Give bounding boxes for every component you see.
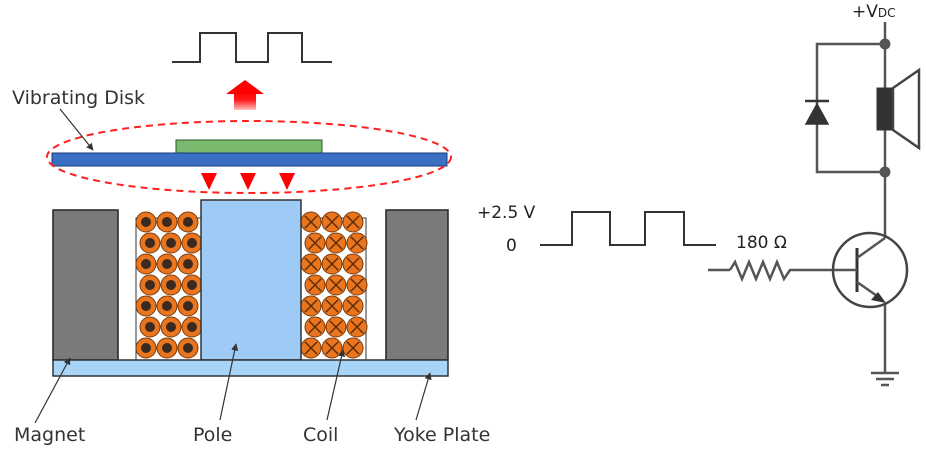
- coil-dot-symbol: [177, 295, 199, 317]
- sound-pulse-waveform: [172, 32, 332, 63]
- coil-dot-symbol: [156, 337, 178, 359]
- coil-cross-symbol: [346, 316, 368, 338]
- pole: [200, 199, 302, 361]
- supply-subscript: DC: [878, 6, 896, 20]
- coil-dot-symbol: [160, 274, 182, 296]
- coil-dot-symbol: [177, 253, 199, 275]
- coil-cross-symbol: [325, 316, 347, 338]
- coil-cross-symbol: [342, 295, 364, 317]
- npn-transistor-symbol: [831, 231, 909, 309]
- coil-dot-symbol: [181, 274, 203, 296]
- coil-cross-symbol: [346, 232, 368, 254]
- coil-cross-symbol: [321, 295, 343, 317]
- coil-left-windings: [135, 211, 203, 359]
- coil-dot-symbol: [156, 211, 178, 233]
- coil-cross-symbol: [300, 337, 322, 359]
- magnet-left: [52, 209, 119, 361]
- coil-dot-symbol: [135, 253, 157, 275]
- input-high-label: +2.5 V: [477, 203, 536, 223]
- coil-dot-symbol: [177, 211, 199, 233]
- label-vibrating-disk: Vibrating Disk: [12, 87, 145, 109]
- coil-cross-symbol: [325, 274, 347, 296]
- label-coil: Coil: [303, 424, 338, 446]
- coil-dot-symbol: [156, 295, 178, 317]
- diode-symbol: [804, 99, 830, 125]
- coil-cross-symbol: [321, 253, 343, 275]
- speaker-symbol: [876, 67, 921, 151]
- coil-dot-symbol: [181, 316, 203, 338]
- coil-dot-symbol: [135, 211, 157, 233]
- coil-cross-symbol: [342, 337, 364, 359]
- circuit-wires: [708, 22, 887, 372]
- label-leader-lines: [34, 108, 432, 424]
- label-pole: Pole: [193, 424, 232, 446]
- resistor-symbol: [728, 258, 793, 283]
- coil-cross-symbol: [342, 211, 364, 233]
- coil-cross-symbol: [304, 274, 326, 296]
- coil-right-windings: [300, 211, 368, 359]
- coil-cross-symbol: [321, 337, 343, 359]
- coil-dot-symbol: [139, 274, 161, 296]
- coil-cross-symbol: [300, 295, 322, 317]
- red-up-arrow: [226, 80, 264, 110]
- coil-dot-symbol: [181, 232, 203, 254]
- label-magnet: Magnet: [14, 424, 85, 446]
- coil-dot-symbol: [160, 232, 182, 254]
- coil-cross-symbol: [346, 274, 368, 296]
- label-yoke-plate: Yoke Plate: [393, 424, 490, 446]
- coil-cross-symbol: [321, 211, 343, 233]
- red-down-arrow: [201, 173, 295, 190]
- coil-dot-symbol: [177, 337, 199, 359]
- coil-dot-symbol: [156, 253, 178, 275]
- coil-cross-symbol: [300, 253, 322, 275]
- input-low-label: 0: [506, 236, 517, 256]
- coil-dot-symbol: [139, 232, 161, 254]
- input-square-wave: [540, 211, 716, 246]
- junction-dots: [879, 38, 891, 178]
- coil-cross-symbol: [325, 232, 347, 254]
- coil-cross-symbol: [304, 232, 326, 254]
- coil-dot-symbol: [139, 316, 161, 338]
- coil-cross-symbol: [304, 316, 326, 338]
- resistor-label: 180 Ω: [736, 233, 787, 253]
- supply-label: +VDC: [852, 2, 896, 22]
- coil-cross-symbol: [342, 253, 364, 275]
- coil-dot-symbol: [135, 337, 157, 359]
- ground-symbol: [871, 371, 899, 387]
- coil-cross-symbol: [300, 211, 322, 233]
- vibration-ellipse: [46, 120, 452, 194]
- yoke-plate: [52, 359, 449, 377]
- vibrating-disk-top-plate: [175, 139, 323, 155]
- coil-dot-symbol: [135, 295, 157, 317]
- vibrating-disk: [51, 152, 448, 167]
- magnet-right: [385, 209, 449, 361]
- coil-dot-symbol: [160, 316, 182, 338]
